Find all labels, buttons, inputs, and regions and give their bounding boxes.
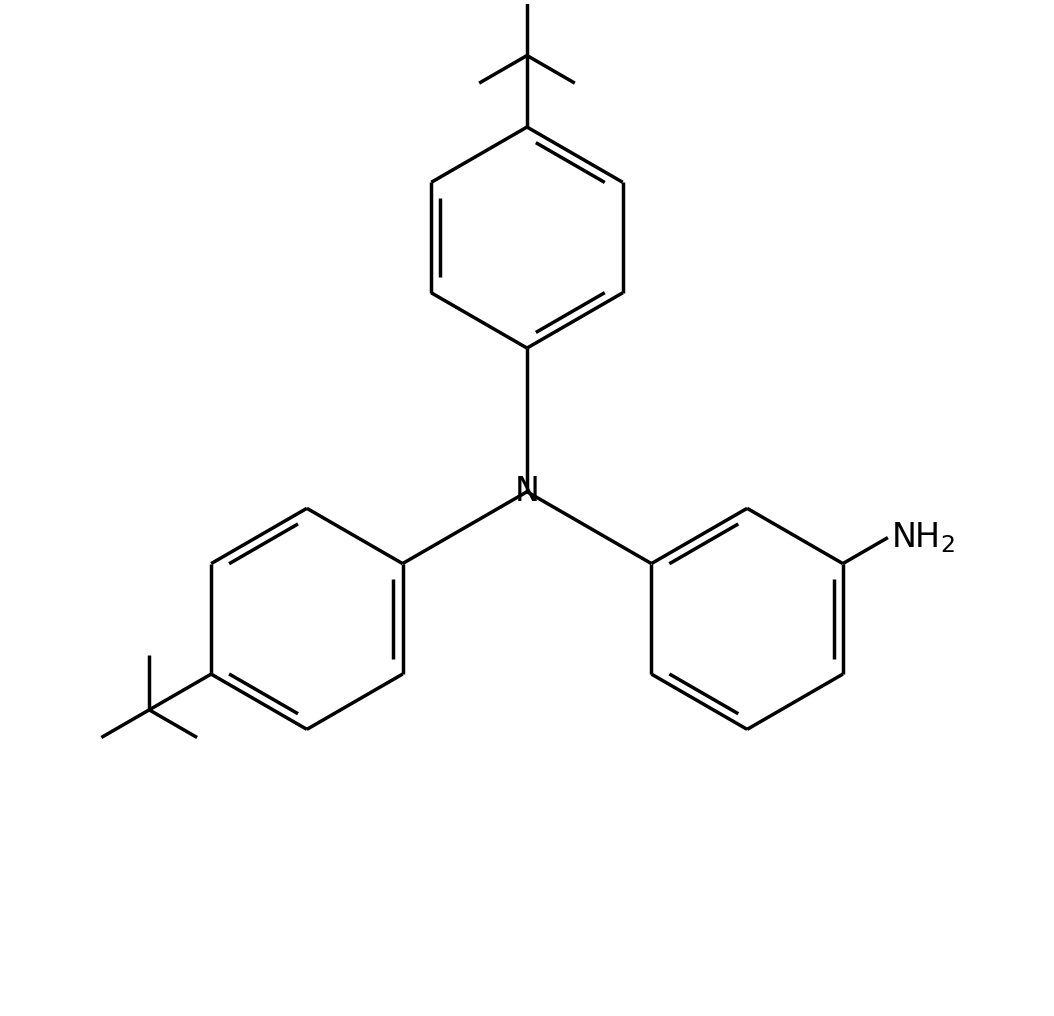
- Text: N: N: [514, 475, 540, 508]
- Text: NH$_2$: NH$_2$: [891, 520, 955, 555]
